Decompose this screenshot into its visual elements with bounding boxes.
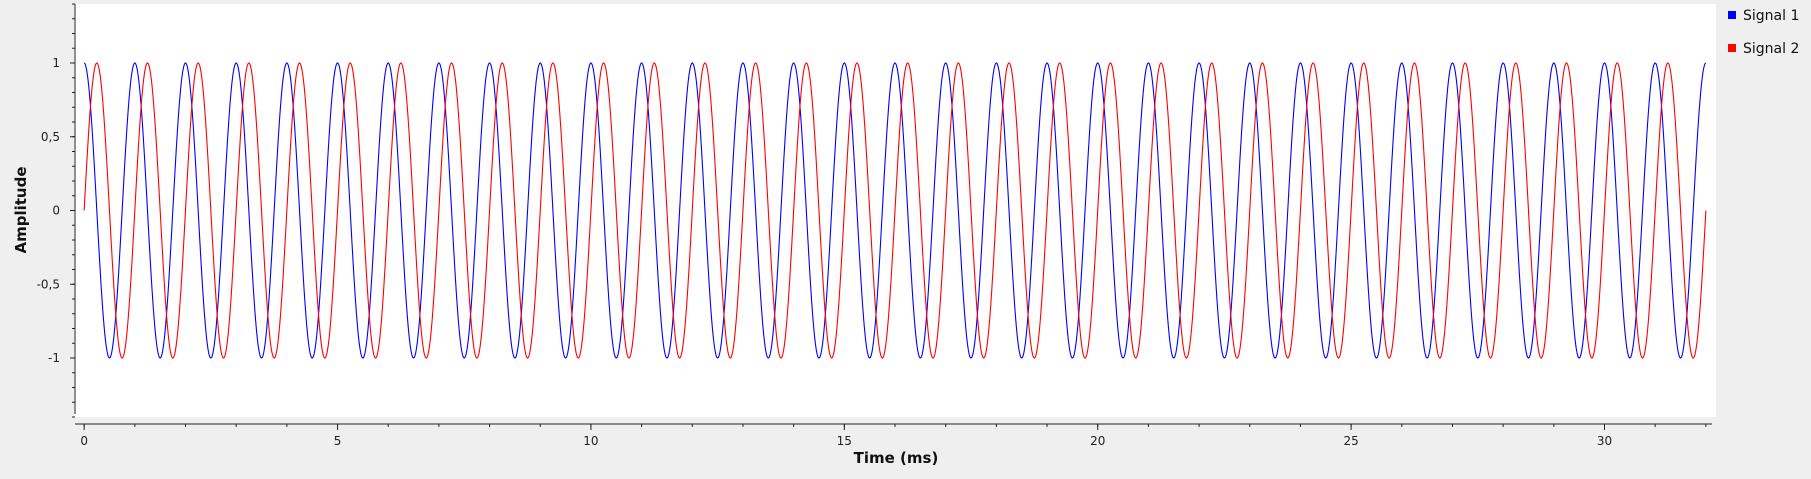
legend-swatch [1728,44,1736,52]
x-tick-label: 25 [1343,434,1358,448]
y-tick-label: 0,5 [41,130,60,144]
y-axis-ticks: 1 0,5 0 -0,5 -1 [37,3,75,418]
legend-label: Signal 1 [1743,8,1799,24]
x-tick-label: 0 [80,434,88,448]
x-tick-label: 15 [837,434,852,448]
legend-swatch [1728,11,1736,19]
legend-label: Signal 2 [1743,41,1799,57]
x-axis-ticks: 0 5 10 15 20 25 30 [80,424,1707,448]
y-tick-label: 1 [52,56,60,70]
x-tick-label: 5 [334,434,342,448]
x-axis-title: Time (ms) [854,449,939,467]
series-line-1 [83,62,1707,359]
legend: Signal 1 Signal 2 [1728,8,1799,57]
series-layer [83,62,1707,359]
y-tick-label: -0,5 [37,277,60,291]
y-axis-title: Amplitude [12,166,30,253]
x-tick-label: 30 [1597,434,1612,448]
x-tick-label: 10 [583,434,598,448]
x-tick-label: 20 [1090,434,1105,448]
series-line-2 [83,62,1707,359]
y-tick-label: 0 [52,204,60,218]
y-tick-label: -1 [48,351,60,365]
